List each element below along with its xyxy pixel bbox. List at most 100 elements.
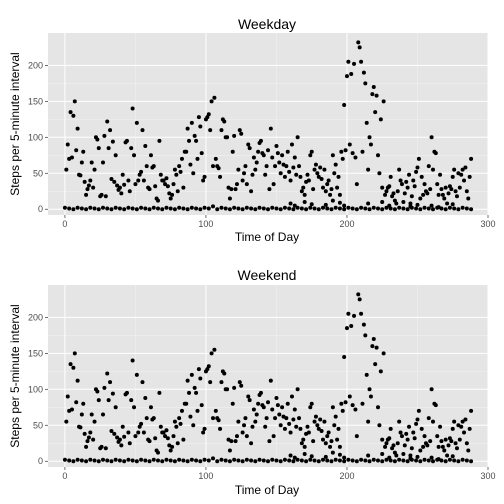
data-point [384,205,389,210]
data-point [222,371,227,376]
data-point [428,187,433,192]
data-point [469,156,474,161]
data-point [387,184,392,189]
data-point [65,142,70,147]
data-point [359,59,364,64]
data-point [225,387,230,392]
data-point [249,458,254,463]
data-point [342,354,347,359]
data-point [460,419,465,424]
data-point [447,457,452,462]
data-point [85,187,90,192]
data-point [225,135,230,140]
data-point [232,457,237,462]
data-point [102,385,107,390]
data-point [350,403,355,408]
data-point [456,207,461,212]
data-point [414,458,419,463]
data-point [117,458,122,463]
data-point [397,457,402,462]
data-point [388,174,393,179]
data-point [211,204,215,209]
data-point [291,207,296,212]
data-point [127,189,132,194]
data-point [196,115,201,120]
data-point [95,137,100,142]
data-point [321,437,325,442]
data-point [244,434,249,439]
data-point [395,441,400,446]
x-tick-label: 300 [480,219,495,229]
data-point [337,206,342,211]
data-point [219,380,224,385]
data-point [106,398,111,403]
data-point [236,419,241,424]
data-point [88,457,93,462]
data-point [236,206,241,211]
data-point [156,206,160,211]
data-point [270,155,275,160]
data-point [284,416,289,421]
data-point [148,153,153,158]
data-point [151,164,156,169]
data-point [373,362,378,367]
data-point [119,443,124,448]
data-point [289,142,294,147]
data-point [227,459,232,464]
data-point [229,439,234,444]
data-point [363,206,368,211]
data-point [422,457,427,462]
data-point [253,167,258,172]
data-point [202,426,207,431]
data-point [431,167,435,172]
data-point [299,206,304,211]
data-point [198,459,203,464]
data-point [219,205,224,210]
data-point [126,205,131,210]
data-point [292,407,297,412]
data-point [295,457,300,462]
data-point [136,178,141,183]
data-point [453,189,458,194]
x-tick-label: 300 [480,471,495,481]
data-point [297,164,302,169]
data-point [266,459,270,464]
data-point [242,171,247,176]
data-point [165,436,170,441]
data-point [156,450,160,455]
data-point [404,179,409,184]
data-point [418,207,423,212]
data-point [380,459,385,464]
data-point [124,390,129,395]
data-point [364,372,369,377]
data-point [392,459,397,464]
data-point [101,412,105,417]
data-point [236,167,241,172]
data-point [68,362,73,367]
y-axis-title: Steps per 5-minute interval [8,52,22,195]
data-point [318,165,323,170]
data-point [337,458,342,463]
data-point [408,204,413,209]
data-point [316,426,321,431]
data-point [452,419,457,424]
data-point [438,172,443,177]
data-point [408,456,413,461]
data-point [261,405,266,410]
data-point [246,142,251,147]
data-point [436,192,441,197]
data-point [384,441,389,446]
data-point [367,207,372,212]
data-point [108,380,113,385]
data-point [175,189,180,194]
data-point [82,179,87,184]
data-point [71,113,76,118]
data-point [387,436,392,441]
data-point [289,394,294,399]
data-point [414,169,419,174]
data-point [467,426,472,431]
data-point [426,416,431,421]
data-point [374,93,379,98]
data-point [436,457,441,462]
data-point [376,458,380,463]
